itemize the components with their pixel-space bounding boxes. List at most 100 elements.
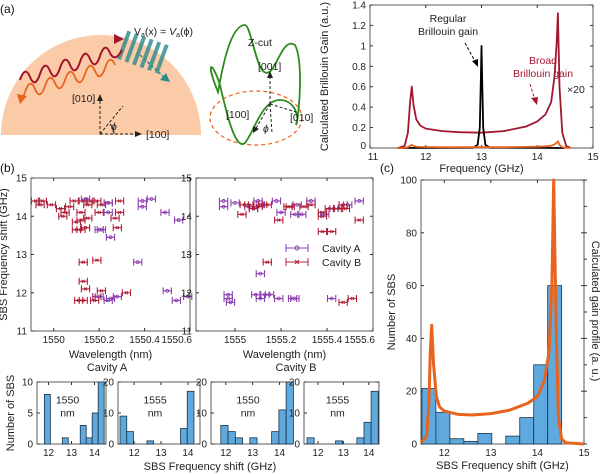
data-point-cavity-a: [162, 287, 172, 295]
chart-a-annotations: Regular Brillouin gain Broad Brillouin g…: [418, 13, 585, 105]
data-point-cavity-a: [94, 293, 104, 301]
circle-marker: [309, 199, 313, 203]
histogram-bar: [271, 431, 280, 445]
circle-marker: [140, 199, 145, 203]
pump-arrowhead-icon: [114, 34, 124, 44]
data-point-cavity-a: [105, 233, 116, 241]
x-tick-label: 12: [420, 152, 432, 163]
chart-b-right: 1555 1555.2 1555.4 1555.6 11 12 13 14 15 Waveleng…: [181, 174, 376, 362]
data-point-cavity-b: [112, 224, 122, 232]
error-bar: [94, 293, 104, 301]
data-point-cavity-a: [112, 293, 122, 301]
circle-marker: [221, 204, 226, 209]
data-point-cavity-b: [354, 216, 364, 224]
error-bar: [225, 298, 236, 306]
hist-shared-ylabel: Number of SBS: [5, 375, 17, 451]
error-bar: [276, 208, 286, 216]
halfdisk-diagram: Va(x) = Va(ϕ) [010] [100] ϕ: [1, 26, 201, 141]
legend-error-bar: [285, 244, 309, 252]
x-marker: [60, 214, 65, 219]
circle-marker: [106, 210, 111, 215]
error-bar: [133, 258, 143, 266]
error-bar: [255, 270, 266, 278]
arrow-icon: [531, 97, 538, 105]
data-point-cavity-b: [58, 212, 68, 220]
circle-marker: [279, 210, 283, 215]
y-tick-label: 5: [27, 409, 33, 420]
x-tick-label: 12: [312, 448, 324, 459]
y-tick-label: 0: [201, 440, 207, 451]
x-marker: [341, 300, 345, 305]
x-marker: [240, 212, 244, 217]
data-point-cavity-a: [174, 216, 184, 224]
annotation-arrow: [529, 83, 536, 101]
chart-b-left: 1550 1550.2 1550.4 1550.61112131415Waveleng…: [0, 174, 192, 362]
legend-item-cavity-a: Cavity A: [285, 243, 361, 255]
circle-marker: [163, 210, 167, 215]
hist-wavelength-label: 1555: [143, 395, 167, 407]
x-tick-label: 11: [368, 152, 379, 163]
data-point-cavity-b: [262, 258, 272, 266]
axis-label-010: [010]: [290, 112, 313, 124]
histogram-bar: [306, 437, 315, 445]
circle-marker: [140, 204, 145, 209]
data-point-cavity-a: [137, 197, 147, 205]
circle-marker: [221, 199, 226, 203]
data-point-cavity-b: [80, 285, 91, 293]
error-bar: [297, 210, 307, 218]
data-point-cavity-b: [60, 208, 70, 216]
error-bar: [290, 294, 300, 302]
x-marker-icon: [294, 259, 300, 265]
data-point-cavity-b: [55, 205, 66, 213]
data-point-cavity-a: [146, 195, 157, 203]
x-marker: [320, 229, 325, 234]
circle-marker: [233, 200, 237, 205]
data-point-cavity-b: [326, 228, 337, 236]
data-point-cavity-b: [110, 214, 120, 222]
x-marker: [276, 218, 281, 222]
data-point-cavity-b: [324, 205, 335, 213]
x-marker: [79, 218, 83, 222]
x-tick-label: 1555.4: [312, 335, 343, 346]
y-tick-label: 11: [17, 327, 28, 338]
y-tick-label: 14: [16, 212, 28, 223]
circle-marker: [165, 288, 170, 293]
histogram-bar: [79, 424, 87, 445]
data-point-cavity-b: [285, 203, 295, 211]
y-tick-label: 80: [406, 228, 418, 239]
x-marker: [113, 216, 117, 220]
x-tick-label: 15: [578, 448, 590, 459]
histogram-bar: [126, 431, 134, 445]
data-point-cavity-b: [306, 201, 316, 209]
x-tick-label: 13: [66, 448, 78, 459]
annotation-arrow: [464, 42, 477, 64]
x-axis-label: Wavelength (nm): [69, 349, 152, 361]
x-marker: [79, 210, 83, 215]
error-bar: [103, 208, 113, 216]
x-marker: [320, 210, 325, 215]
data-point-cavity-a: [297, 210, 307, 218]
circle-marker-icon: [294, 245, 300, 251]
data-point-cavity-b: [92, 256, 102, 264]
error-bar: [218, 203, 229, 211]
y-tick-label: 20: [406, 387, 418, 398]
circle-marker: [329, 296, 334, 301]
x-marker: [49, 202, 54, 207]
axis-label-100: [100]: [146, 129, 169, 141]
y-axis-label: Number of SBS: [386, 274, 398, 350]
x-axis-label: SBS Frequency shift (GHz): [436, 460, 569, 472]
circle-marker: [174, 298, 179, 303]
y-tick-label: 1: [360, 41, 366, 52]
crystal-axes: [254, 74, 297, 134]
circle-marker: [149, 197, 154, 201]
circle-marker: [108, 296, 113, 301]
histogram-bar: [249, 437, 258, 445]
data-point-cavity-a: [271, 197, 282, 205]
circle-marker: [274, 199, 279, 203]
x-marker: [350, 296, 355, 301]
series-broad-gain-scaled: [397, 140, 571, 149]
annotation-regular-1: Regular: [430, 13, 467, 25]
histogram-bar: [91, 412, 99, 445]
